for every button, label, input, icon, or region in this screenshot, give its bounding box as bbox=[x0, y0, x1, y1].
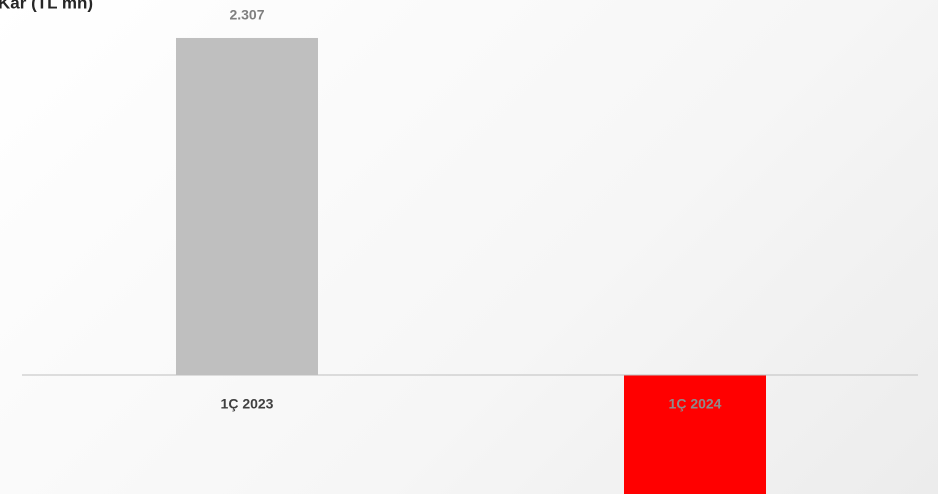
x-tick-label: 1Ç 2023 bbox=[221, 396, 274, 412]
x-tick-label: 1Ç 2024 bbox=[669, 396, 722, 412]
bar bbox=[624, 374, 766, 494]
bar bbox=[176, 37, 318, 375]
chart-title: Kar (TL mn) bbox=[0, 0, 93, 12]
value-label: 2.307 bbox=[229, 7, 264, 23]
